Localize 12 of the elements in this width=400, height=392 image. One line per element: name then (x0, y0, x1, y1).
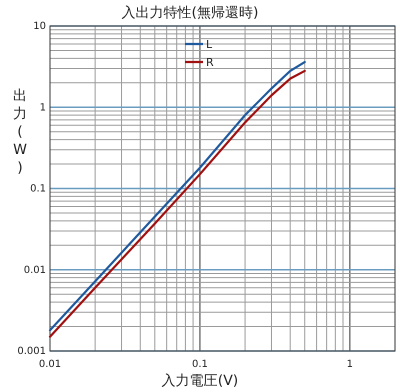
legend-label: L (206, 38, 213, 51)
x-axis-title: 入力電圧(V) (162, 373, 238, 389)
x-tick-label: 0.1 (192, 359, 208, 370)
legend-label: R (206, 56, 214, 69)
y-tick-label: 0.001 (17, 346, 46, 357)
x-tick-label: 1 (346, 359, 354, 370)
y-axis-title: 出力(W) (13, 88, 28, 176)
y-tick-label: 1 (40, 102, 46, 114)
y-tick-label: 10 (33, 21, 46, 32)
chart-title: 入出力特性(無帰還時) (122, 5, 258, 21)
y-tick-label: 0.1 (30, 184, 46, 194)
y-tick-label: 0.01 (24, 264, 46, 276)
